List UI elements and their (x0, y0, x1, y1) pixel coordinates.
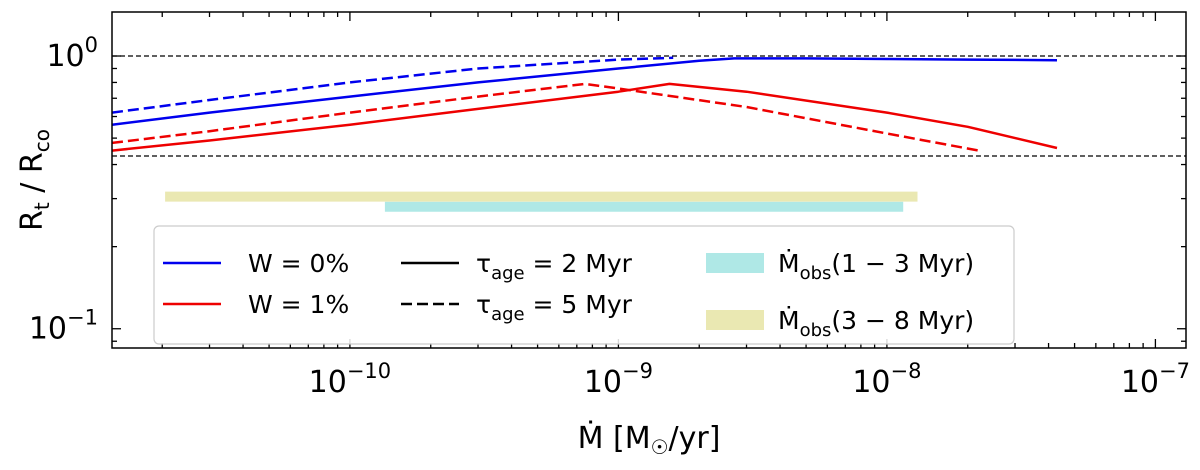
series-lines (112, 56, 1058, 152)
series-line-2 (112, 82, 1058, 152)
plot-frame (111, 11, 1187, 349)
legend-label-tau5: τage = 5 Myr (476, 290, 633, 325)
y-axis-title: Rt / Rco (15, 129, 54, 231)
x-tick-label-2: 10−8 (852, 359, 921, 400)
legend-box (153, 225, 1015, 345)
x-tick-label-1: 10−9 (584, 359, 653, 400)
series-line-0 (112, 57, 1058, 126)
reference-lines (112, 55, 1186, 157)
y-tick-label-1: 100 (46, 33, 98, 74)
legend: W = 0% W = 1% τage = 2 Myr τage = 5 Myr Ṁobs… (153, 225, 1015, 345)
x-axis-title-unit: /yr] (669, 421, 721, 456)
legend-label-w0: W = 0% (248, 249, 349, 278)
series-line-1 (112, 56, 674, 114)
x-axis-title-sun: ☉ (651, 435, 669, 459)
svg-text:Rt / Rco: Rt / Rco (15, 129, 54, 231)
x-axis-title-rest: [M (603, 421, 650, 456)
legend-handle-obs38 (706, 310, 764, 330)
axis-ticks: 10−10 10−9 10−8 10−7 10−1 100 (29, 12, 1190, 400)
x-axis-title: Ṁ [M☉/yr] (578, 420, 721, 459)
legend-label-obs13: Ṁobs(1 − 3 Myr) (778, 249, 974, 284)
x-tick-label-3: 10−7 (1121, 359, 1190, 400)
svg-text:Ṁ [M☉/yr]: Ṁ [M☉/yr] (578, 420, 721, 459)
y-axis-title-mid: / R (15, 152, 50, 202)
legend-handle-obs13 (706, 253, 764, 273)
observed-bands (165, 191, 918, 212)
y-axis-title-sub-co: co (30, 129, 54, 152)
legend-label-obs38: Ṁobs(3 − 8 Myr) (778, 306, 974, 341)
legend-label-w1: W = 1% (248, 290, 349, 319)
series-line-3 (112, 82, 980, 152)
y-axis-title-r: R (15, 210, 50, 231)
y-tick-label-0: 10−1 (29, 306, 98, 347)
x-tick-label-0: 10−10 (309, 359, 392, 400)
x-axis-title-mdot: Ṁ (578, 420, 604, 456)
legend-label-tau2: τage = 2 Myr (476, 249, 633, 284)
y-axis-title-sub-t: t (30, 202, 54, 210)
